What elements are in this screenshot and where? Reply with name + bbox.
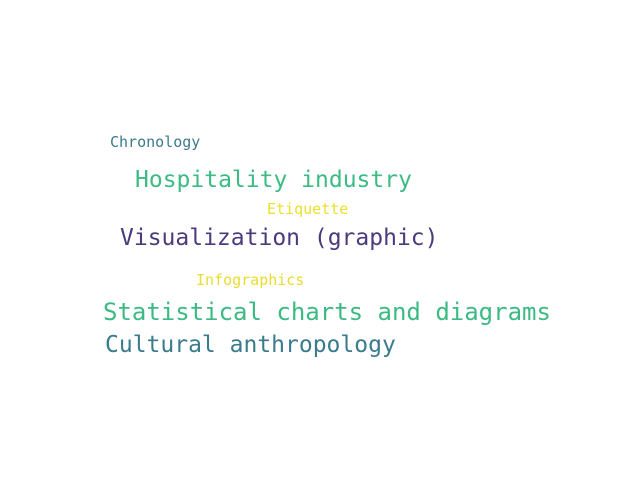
word-visualization-graphic: Visualization (graphic) xyxy=(120,225,439,251)
word-chronology: Chronology xyxy=(110,133,201,151)
word-infographics: Infographics xyxy=(196,271,305,289)
word-hospitality-industry: Hospitality industry xyxy=(135,167,412,193)
word-statistical-charts-and-diagrams: Statistical charts and diagrams xyxy=(103,298,551,326)
word-cultural-anthropology: Cultural anthropology xyxy=(105,332,396,358)
word-etiquette: Etiquette xyxy=(267,200,349,218)
